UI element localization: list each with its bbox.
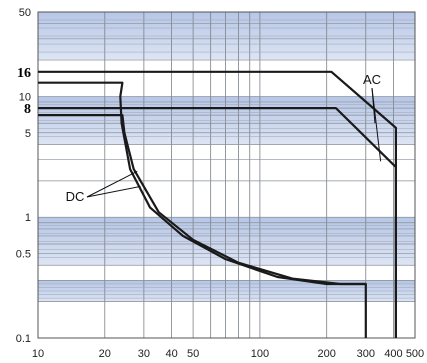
x-tick-label: 300 [357,348,375,360]
x-tick-label: 10 [32,348,44,360]
marked-level-label: 16 [17,66,31,81]
x-tick-labels: 10 20 30 40 50 100 200 300 400 500 [32,348,424,360]
y-tick-label: 50 [19,7,31,19]
y-tick-label: 0.5 [16,249,31,261]
x-tick-label: 400 [384,348,402,360]
dc-curve [38,113,366,286]
x-tick-label: 50 [187,348,199,360]
y-tick-label: 5 [25,128,31,140]
x-tick-label: 500 [406,348,424,360]
ac-leader [371,87,382,162]
dc-leader [86,170,138,198]
series-lines [38,70,397,338]
ac-label: AC [363,72,381,87]
dc-label: DC [66,189,85,204]
marked-level-label: 8 [24,102,31,117]
shaded-bands [38,12,415,302]
x-tick-label: 100 [251,348,269,360]
plot-frame [37,11,416,339]
marked-levels: 16 8 [17,66,31,117]
x-tick-label: 30 [138,348,150,360]
annotations: AC DC [66,72,382,204]
y-tick-label: 1 [25,212,31,224]
y-tick-label: 0.1 [16,333,31,345]
ac-curve [38,106,397,338]
y-tick-label: 10 [19,91,31,103]
x-tick-label: 20 [99,348,111,360]
x-tick-label: 200 [318,348,336,360]
y-tick-labels: 50 10 5 1 0.5 0.1 [16,7,31,345]
dc-leader [86,185,141,198]
x-tick-label: 40 [165,348,177,360]
